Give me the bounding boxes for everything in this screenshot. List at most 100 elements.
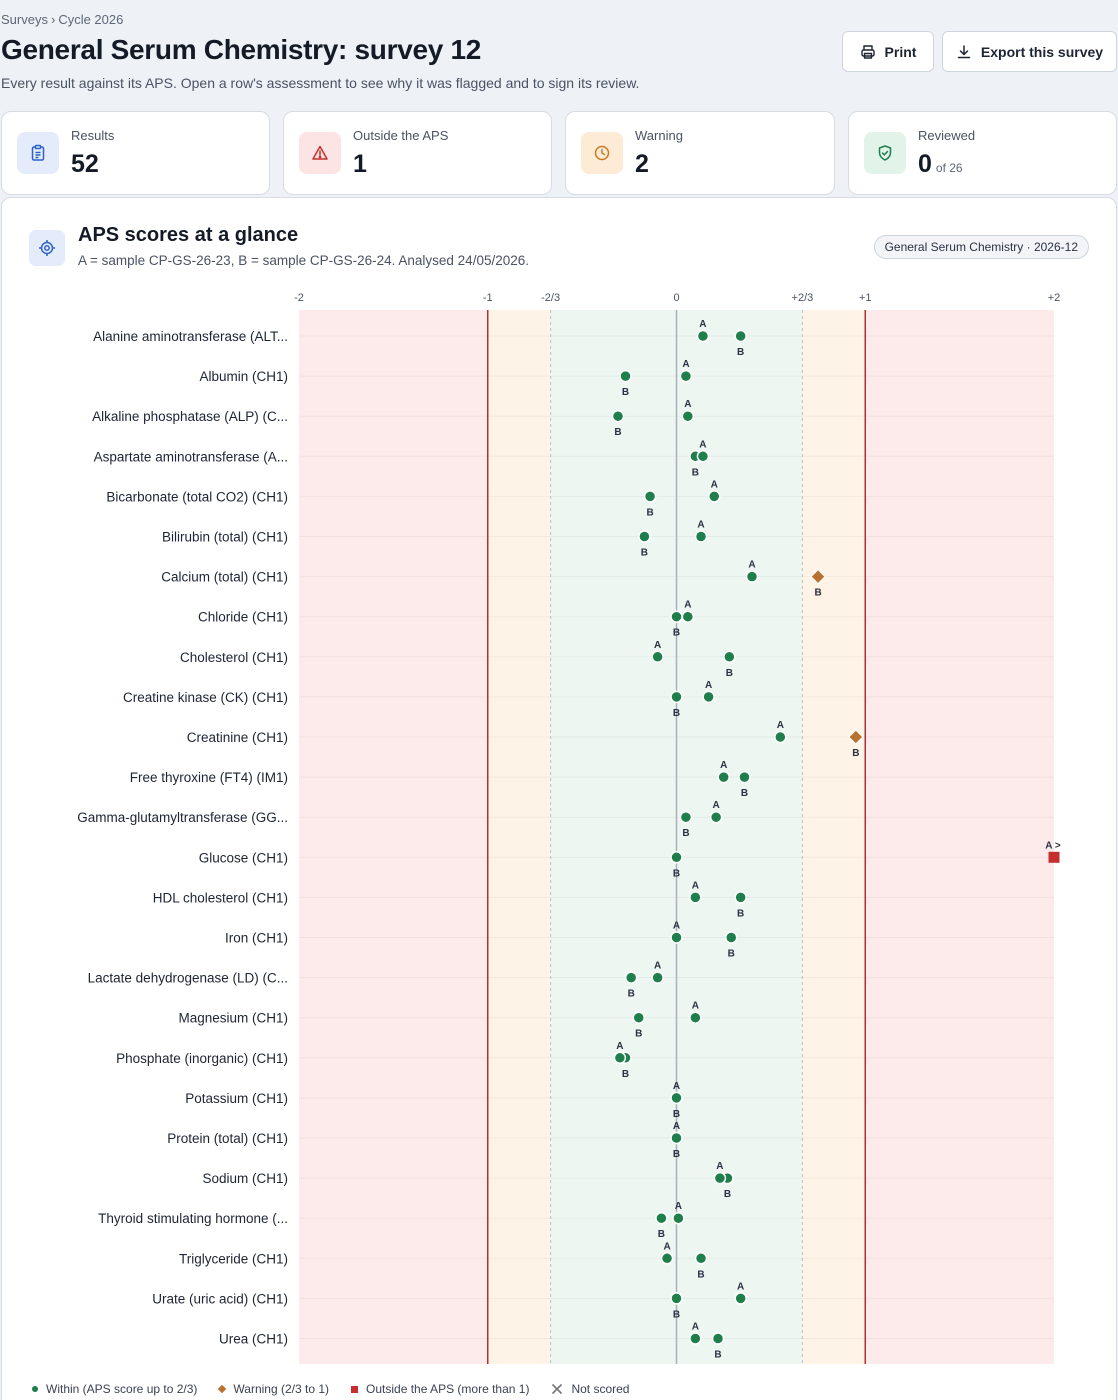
- print-button-label: Print: [884, 43, 917, 60]
- series-a-point-label: A: [673, 1121, 680, 1132]
- series-b-point-label: B: [852, 748, 859, 759]
- series-a-point-label: A: [705, 680, 712, 691]
- warning-triangle-icon: [299, 132, 341, 174]
- series-b-within-point: [670, 610, 683, 623]
- x-tick-label: -1: [483, 292, 493, 304]
- stat-label: Results: [71, 128, 115, 143]
- series-b-point-label: B: [724, 1189, 731, 1200]
- series-b-within-point: [624, 971, 638, 984]
- series-a-within-point: [774, 730, 787, 744]
- analyte-label: Sodium (CH1): [202, 1171, 288, 1186]
- analyte-label: HDL cholesterol (CH1): [153, 890, 288, 905]
- x-tick-label: +2/3: [792, 292, 814, 304]
- print-button[interactable]: Print: [842, 31, 934, 72]
- chart-legend: Within (APS score up to 2/3) Warning (2/…: [32, 1382, 651, 1396]
- series-a-within-point: [709, 810, 723, 824]
- series-b-point-label: B: [614, 427, 621, 438]
- legend-marker-x-icon: [552, 1383, 563, 1395]
- stat-value-suffix: of 26: [935, 161, 963, 175]
- breadcrumb-root-link[interactable]: Surveys: [1, 12, 48, 27]
- analyte-label: Gamma-glutamyltransferase (GG...: [77, 810, 288, 825]
- legend-item-warning: Warning (2/3 to 1): [218, 1382, 329, 1396]
- series-a-point-label: A: [673, 921, 680, 932]
- legend-item-not-scored: Not scored: [551, 1382, 629, 1396]
- series-a-point-label: A: [692, 1322, 699, 1333]
- series-b-point-label: B: [673, 868, 680, 879]
- export-button-label: Export this survey: [980, 43, 1104, 60]
- analyte-label: Urate (uric acid) (CH1): [152, 1291, 288, 1306]
- series-a-within-point: [734, 1292, 747, 1305]
- stat-card-outside-aps[interactable]: Outside the APS 1: [283, 111, 552, 195]
- series-a-within-point: [670, 1131, 683, 1145]
- series-b-within-point: [679, 810, 693, 824]
- series-a-within-point: [689, 1332, 702, 1345]
- series-a-point-label: A: [713, 800, 720, 811]
- panel-title: APS scores at a glance: [78, 224, 299, 246]
- series-a-within-point: [689, 1011, 702, 1024]
- series-a-point-label: A: [711, 479, 718, 490]
- series-a-point-label: A: [654, 961, 661, 972]
- series-a-point-label: A: [748, 560, 755, 571]
- series-b-point-label: B: [726, 668, 733, 679]
- zone-band-warning: [487, 310, 551, 1364]
- analyte-label: Alkaline phosphatase (ALP) (C...: [92, 409, 288, 424]
- series-a-within-point: [672, 1211, 685, 1225]
- series-b-point-label: B: [737, 347, 744, 358]
- series-b-point-label: B: [697, 1269, 704, 1280]
- series-b-point-label: B: [673, 1109, 680, 1120]
- series-b-point-label: B: [641, 548, 648, 559]
- series-b-point-label: B: [635, 1029, 642, 1040]
- series-a-within-point: [696, 329, 710, 343]
- series-a-point-label: A: [737, 1281, 744, 1292]
- series-a-within-point: [689, 891, 702, 904]
- series-a-within-point: [708, 490, 721, 503]
- x-tick-label: +1: [859, 292, 872, 304]
- series-a-within-point: [694, 530, 708, 543]
- series-a-within-point: [745, 570, 759, 583]
- series-a-within-point: [717, 770, 730, 784]
- series-a-within-point: [660, 1252, 674, 1265]
- analyte-label: Thyroid stimulating hormone (...: [98, 1211, 288, 1226]
- stat-value: 52: [71, 150, 99, 178]
- analyte-label: Chloride (CH1): [198, 610, 288, 625]
- series-b-point-label: B: [658, 1229, 665, 1240]
- legend-label: Within (APS score up to 2/3): [46, 1382, 198, 1396]
- analyte-label: Cholesterol (CH1): [180, 650, 288, 665]
- series-b-point-label: B: [714, 1350, 721, 1361]
- series-a-point-label: A: [699, 439, 706, 450]
- breadcrumb-separator: ›: [50, 12, 56, 27]
- breadcrumb-current[interactable]: Cycle 2026: [58, 12, 124, 27]
- series-b-point-label: B: [741, 788, 748, 799]
- series-b-point-label: B: [628, 989, 635, 1000]
- export-survey-button[interactable]: Export this survey: [942, 31, 1117, 72]
- stat-card-reviewed[interactable]: Reviewed 0 of 26: [848, 111, 1117, 195]
- series-b-point-label: B: [682, 828, 689, 839]
- analyte-label: Aspartate aminotransferase (A...: [94, 449, 288, 464]
- series-a-point-label: A: [684, 399, 691, 410]
- analyte-label: Calcium (total) (CH1): [161, 570, 288, 585]
- series-b-warning-diamond: [847, 729, 864, 745]
- series-a-within-point: [651, 971, 664, 984]
- series-b-within-point: [734, 329, 747, 343]
- series-b-within-point: [655, 1211, 668, 1225]
- stat-value: 0 of 26: [918, 150, 963, 179]
- analyte-label: Phosphate (inorganic) (CH1): [116, 1051, 288, 1066]
- stat-label: Outside the APS: [353, 128, 449, 143]
- stat-card-warning[interactable]: Warning 2: [565, 111, 835, 195]
- series-b-point-label: B: [673, 628, 680, 639]
- series-a-point-label: A: [692, 1001, 699, 1012]
- series-a-point-label: A: [777, 720, 784, 731]
- series-a-point-label: A: [697, 520, 704, 531]
- analyte-label: Magnesium (CH1): [178, 1011, 288, 1026]
- x-tick-label: +2: [1048, 292, 1061, 304]
- analyte-label: Protein (total) (CH1): [167, 1131, 288, 1146]
- series-a-point-label: A: [720, 760, 727, 771]
- series-b-warning-diamond: [810, 568, 826, 585]
- page-subtitle: Every result against its APS. Open a row…: [1, 75, 640, 91]
- series-a-point-label: A: [699, 319, 706, 330]
- analyte-label: Bilirubin (total) (CH1): [162, 530, 288, 545]
- series-b-point-label: B: [673, 1309, 680, 1320]
- clipboard-icon: [17, 132, 59, 174]
- series-a-point-label: A: [675, 1201, 682, 1212]
